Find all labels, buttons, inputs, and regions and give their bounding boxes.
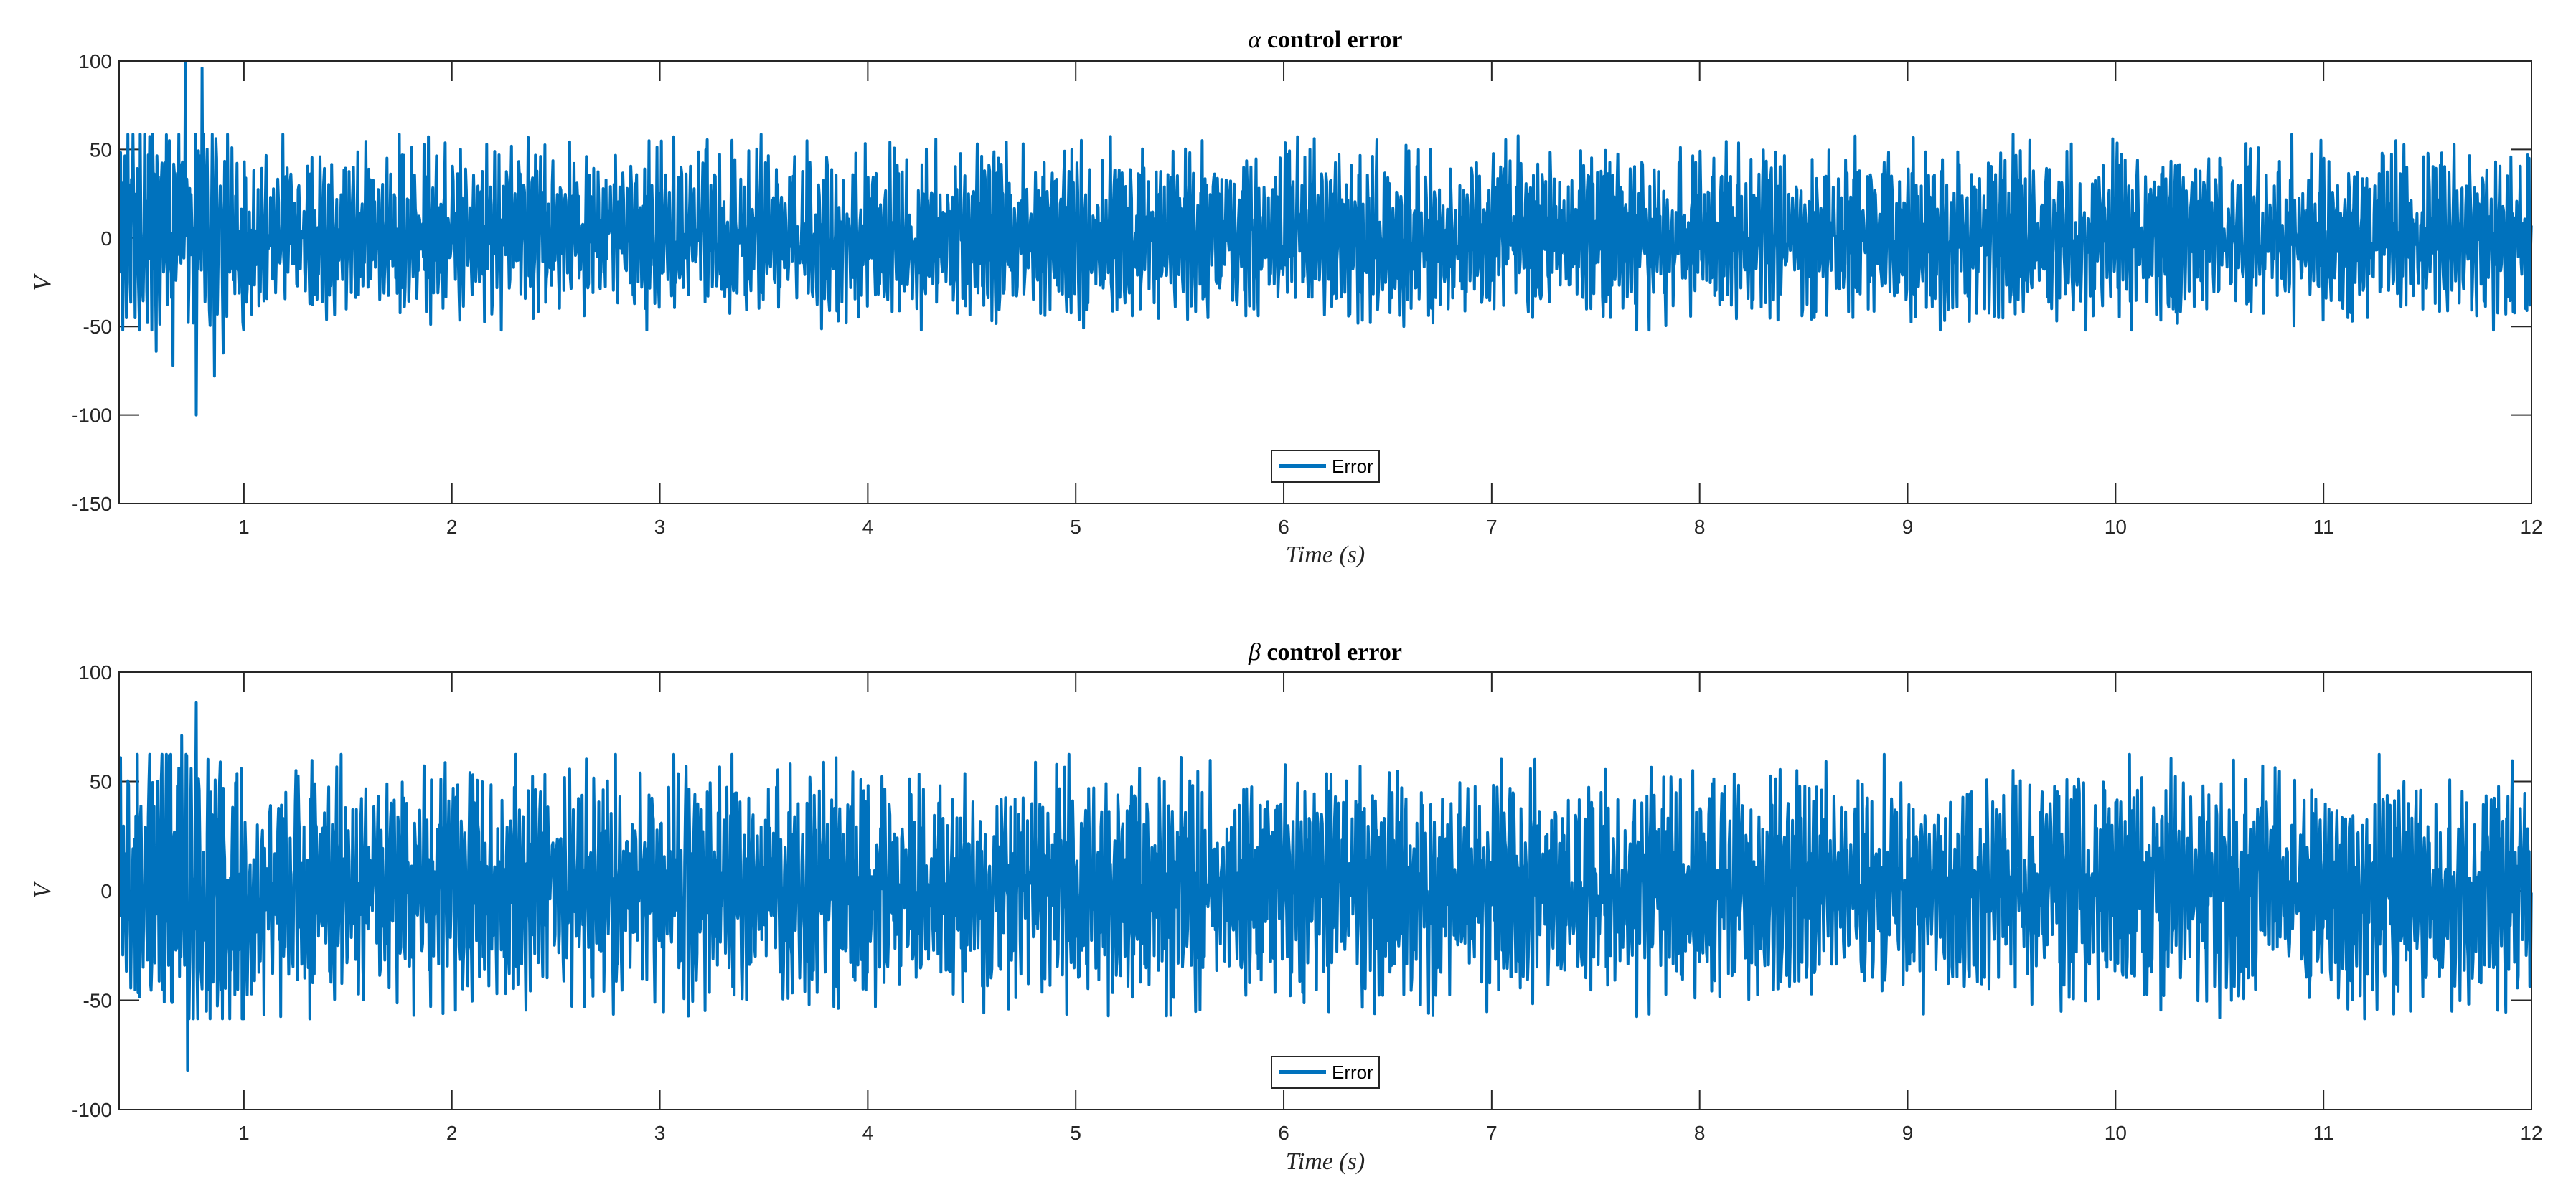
alpha-x-tick-label: 10 — [2105, 516, 2127, 538]
alpha-series-error — [118, 60, 2533, 417]
alpha-x-tick-label: 9 — [1902, 516, 1914, 538]
alpha-y-tick-label: -50 — [83, 316, 112, 338]
alpha-axes: α control error Time (s) V 1 2 3 4 5 6 7 8 9 10 11… — [29, 27, 2543, 568]
alpha-x-axis-label: Time (s) — [1286, 542, 1365, 568]
alpha-x-tick-label: 7 — [1486, 516, 1498, 538]
beta-x-axis-label: Time (s) — [1286, 1148, 1365, 1175]
alpha-y-tick-label: 100 — [78, 50, 112, 72]
alpha-legend: Error — [1271, 450, 1380, 483]
beta-x-tick-label: 8 — [1694, 1122, 1706, 1144]
beta-legend-label: Error — [1332, 1062, 1373, 1083]
beta-axes-box — [118, 671, 2532, 1110]
beta-title-symbol: β — [1248, 639, 1261, 666]
alpha-x-tick-label: 12 — [2520, 516, 2542, 538]
beta-axes: β control error Time (s) V 1 2 3 4 5 6 7 8 9 10 11… — [29, 639, 2543, 1175]
beta-y-tick-label: 0 — [100, 880, 112, 902]
beta-legend: Error — [1271, 1056, 1380, 1089]
alpha-plot-title: α control error — [1249, 27, 1403, 53]
alpha-x-tick-label: 5 — [1070, 516, 1081, 538]
alpha-x-tick-label: 6 — [1278, 516, 1289, 538]
beta-series-error — [118, 701, 2533, 1072]
beta-x-tick-label: 7 — [1486, 1122, 1498, 1144]
alpha-y-tick-label: -150 — [72, 493, 112, 515]
alpha-x-tick-label: 4 — [862, 516, 874, 538]
beta-x-tick-label: 11 — [2313, 1122, 2334, 1144]
alpha-axes-box — [118, 60, 2532, 504]
alpha-x-tick-label: 11 — [2313, 516, 2334, 538]
beta-x-tick-label: 3 — [654, 1122, 666, 1144]
alpha-legend-label: Error — [1332, 455, 1373, 477]
alpha-title-text: control error — [1267, 27, 1403, 53]
beta-error-line — [118, 701, 2533, 1072]
beta-y-tick-label: -100 — [72, 1099, 112, 1121]
beta-x-tick-label: 10 — [2105, 1122, 2127, 1144]
alpha-x-tick-label: 1 — [238, 516, 250, 538]
alpha-y-tick-label: 50 — [90, 138, 112, 161]
beta-x-tick-label: 12 — [2520, 1122, 2542, 1144]
beta-x-tick-label: 9 — [1902, 1122, 1914, 1144]
beta-x-tick-label: 2 — [446, 1122, 458, 1144]
beta-plot-title: β control error — [1248, 639, 1402, 666]
alpha-error-line — [118, 60, 2533, 417]
beta-y-tick-label: -50 — [83, 990, 112, 1012]
alpha-y-tick-label: 0 — [100, 227, 112, 250]
beta-x-tick-label: 4 — [862, 1122, 874, 1144]
alpha-title-symbol: α — [1249, 27, 1262, 53]
beta-y-tick-label: 100 — [78, 661, 112, 684]
alpha-y-tick-label: -100 — [72, 405, 112, 427]
beta-x-tick-label: 1 — [238, 1122, 250, 1144]
alpha-x-tick-label: 2 — [446, 516, 458, 538]
beta-title-text: control error — [1266, 639, 1402, 666]
alpha-x-tick-label: 8 — [1694, 516, 1706, 538]
alpha-x-tick-label: 3 — [654, 516, 666, 538]
beta-y-tick-label: 50 — [90, 771, 112, 793]
beta-x-tick-label: 5 — [1070, 1122, 1081, 1144]
beta-x-tick-label: 6 — [1278, 1122, 1289, 1144]
